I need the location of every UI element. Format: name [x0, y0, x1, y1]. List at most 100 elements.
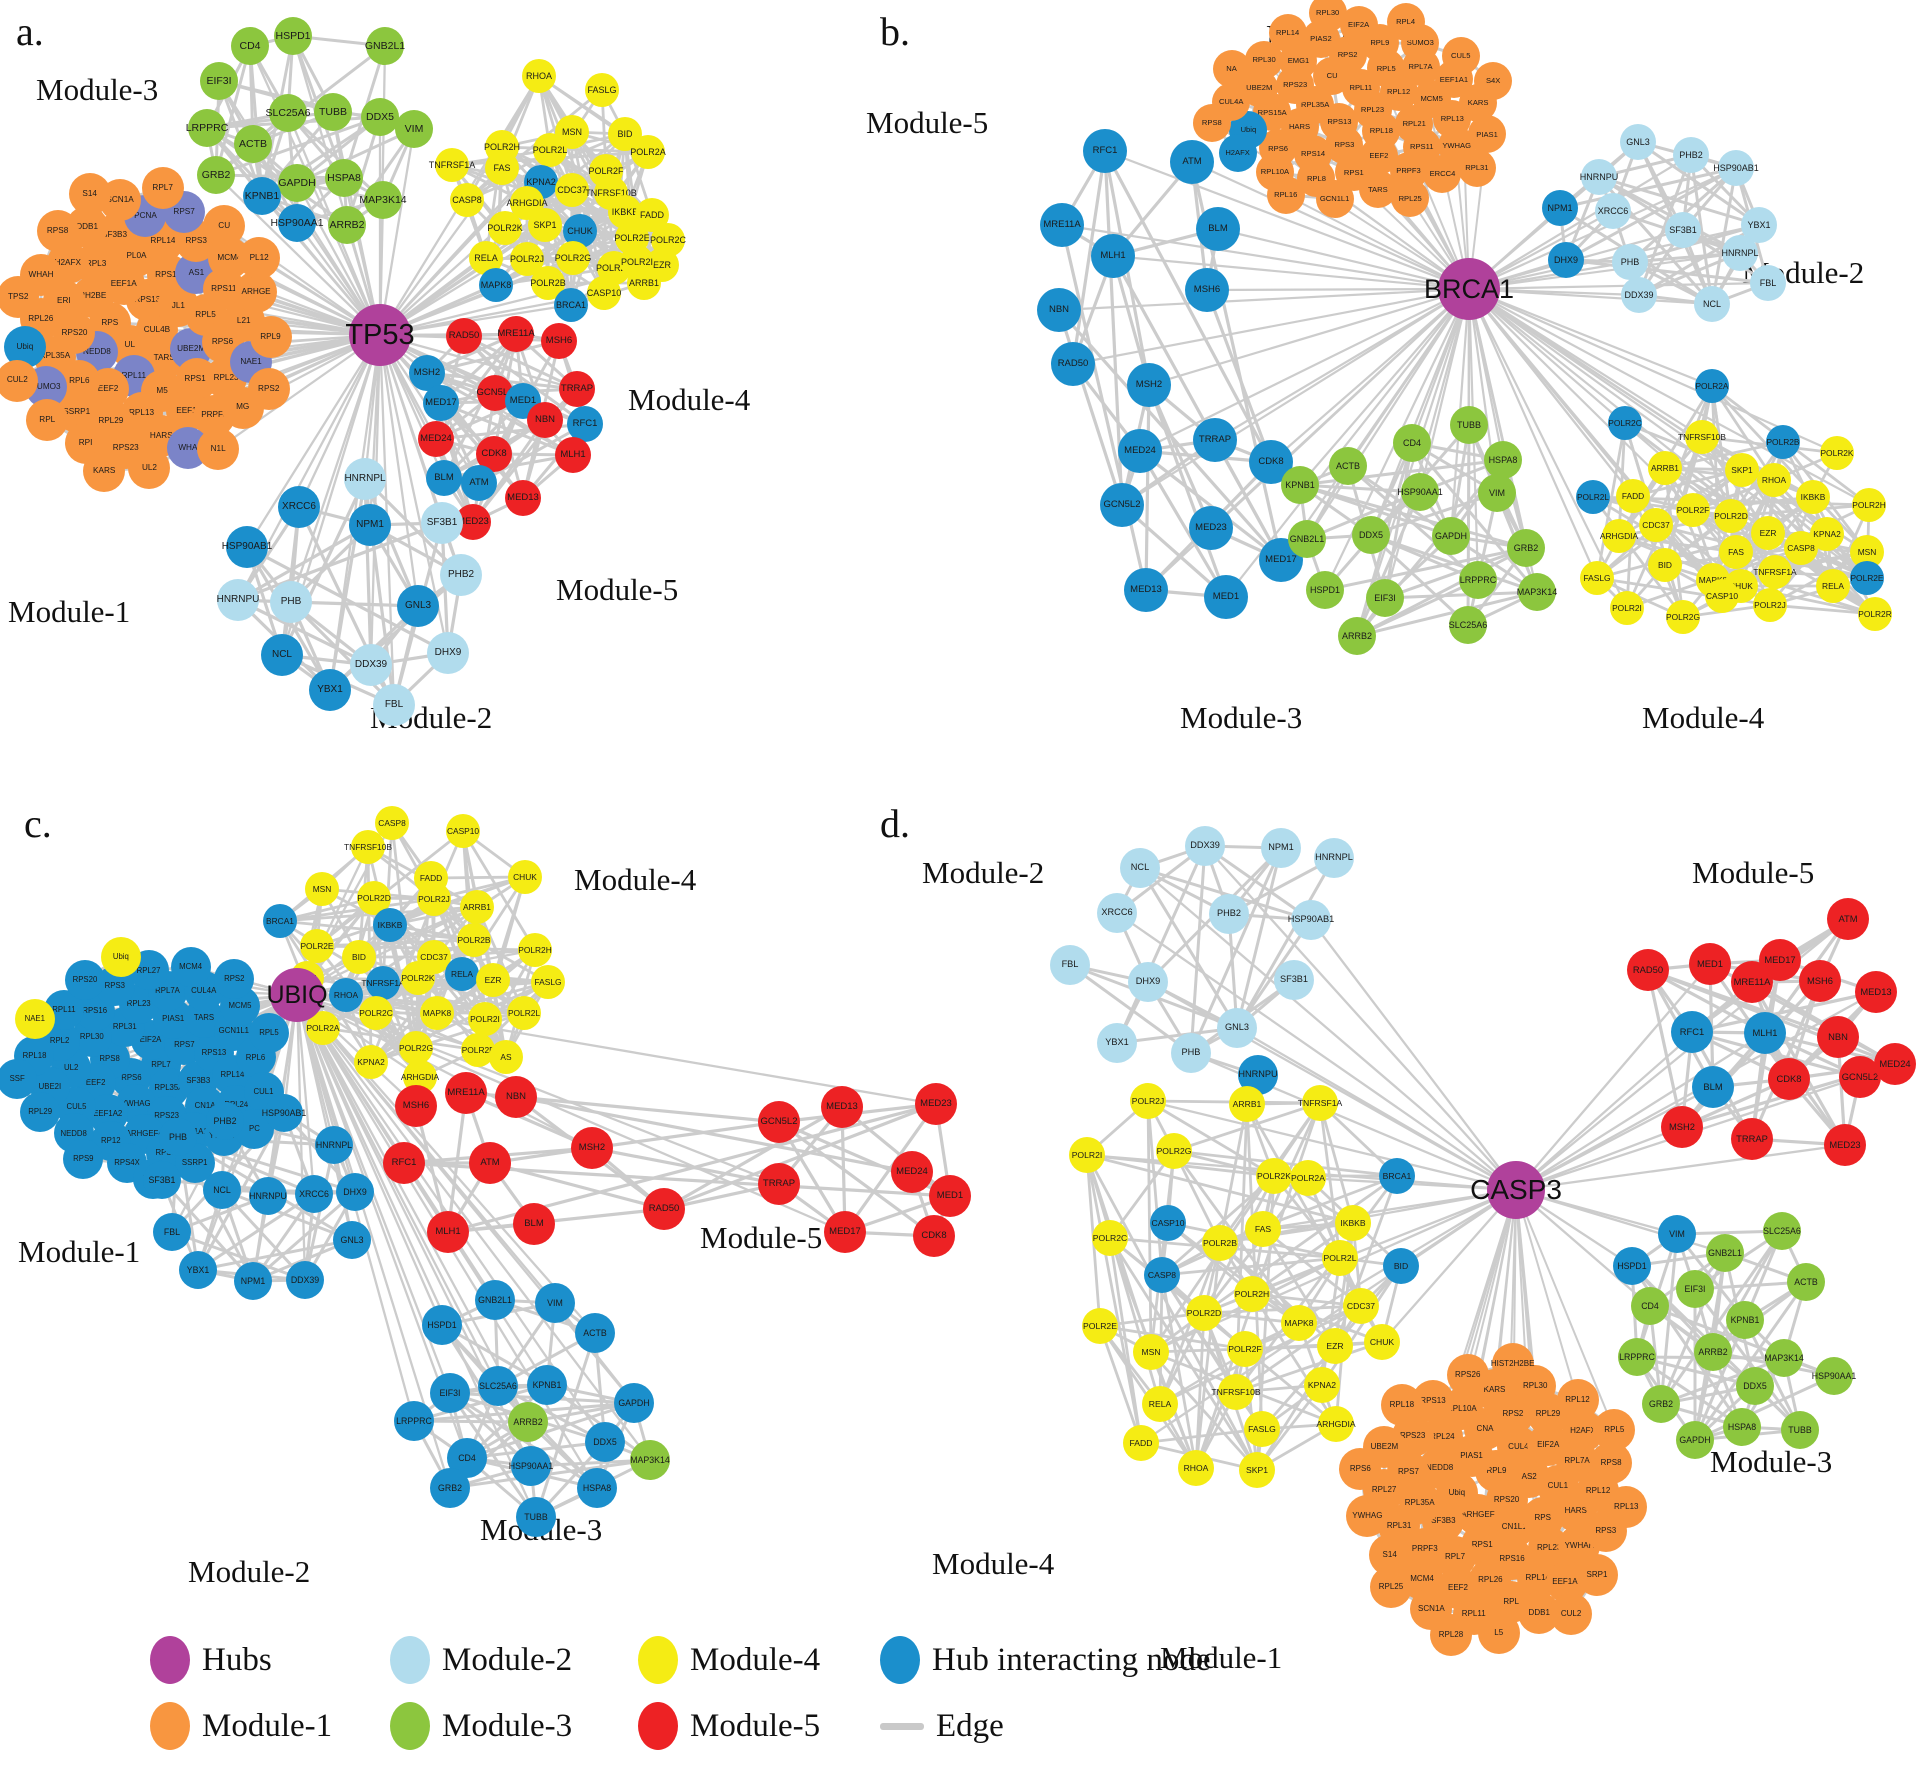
network-node-tnfrsf10b[interactable]: TNFRSF10B: [344, 830, 392, 864]
network-node-polr2g[interactable]: POLR2G: [555, 241, 591, 275]
network-node-atm[interactable]: ATM: [469, 1142, 511, 1184]
network-node-rad50[interactable]: RAD50: [1627, 949, 1669, 991]
network-node-polr2j[interactable]: POLR2J: [1130, 1083, 1166, 1119]
network-node-bid[interactable]: BID: [1648, 548, 1682, 582]
network-node-hsp90aa1[interactable]: HSP90AA1: [1397, 473, 1443, 511]
network-node-rpl16[interactable]: RPL16: [1266, 175, 1305, 214]
network-node-mlh1[interactable]: MLH1: [1744, 1012, 1786, 1054]
network-node-tnfrsf1a[interactable]: TNFRSF1A: [1753, 555, 1797, 589]
network-node-cdc37[interactable]: CDC37: [1343, 1288, 1379, 1324]
network-node-actb[interactable]: ACTB: [575, 1313, 615, 1353]
network-node-skp1[interactable]: SKP1: [1239, 1452, 1275, 1488]
network-node-cu[interactable]: CU: [203, 204, 246, 247]
network-node-casp10[interactable]: CASP10: [587, 276, 621, 310]
network-node-ddx5[interactable]: DDX5: [585, 1422, 625, 1462]
network-node-casp8[interactable]: CASP8: [1144, 1257, 1180, 1293]
network-node-ddx5[interactable]: DDX5: [361, 98, 399, 136]
network-node-polr2e[interactable]: POLR2E: [1082, 1308, 1118, 1344]
network-node-npm1[interactable]: NPM1: [1542, 190, 1578, 226]
network-node-trrap[interactable]: TRRAP: [559, 371, 595, 407]
network-node-polr2b[interactable]: POLR2B: [1766, 425, 1800, 459]
network-node-rela[interactable]: RELA: [1816, 569, 1850, 603]
network-node-rpl18[interactable]: RPL18: [1380, 1383, 1423, 1426]
network-node-hnrnpl[interactable]: HNRNPL: [344, 458, 386, 500]
network-node-kpnb1[interactable]: KPNB1: [1281, 466, 1319, 504]
network-node-ybx1[interactable]: YBX1: [309, 669, 351, 711]
network-node-msh6[interactable]: MSH6: [541, 323, 577, 359]
network-node-polr2c[interactable]: POLR2C: [1092, 1220, 1128, 1256]
network-node-rpl28[interactable]: RPL28: [1429, 1614, 1472, 1657]
network-node-med24[interactable]: MED24: [891, 1151, 933, 1193]
network-node-casp8[interactable]: CASP8: [1784, 531, 1818, 565]
network-node-na[interactable]: NA: [1212, 49, 1251, 88]
network-node-msh2[interactable]: MSH2: [571, 1127, 613, 1169]
network-node-polr2k[interactable]: POLR2K: [1256, 1158, 1292, 1194]
network-node-n1l[interactable]: N1L: [197, 427, 240, 470]
network-node-vim[interactable]: VIM: [1658, 1215, 1696, 1253]
network-node-eif3i[interactable]: EIF3I: [1366, 579, 1404, 617]
network-node-nbn[interactable]: NBN: [495, 1076, 537, 1118]
network-node-rad50[interactable]: RAD50: [1051, 342, 1095, 386]
network-node-bid[interactable]: BID: [1383, 1248, 1419, 1284]
network-node-rpl31[interactable]: RPL31: [1457, 149, 1496, 188]
network-node-fadd[interactable]: FADD: [1616, 479, 1650, 513]
network-node-ul2[interactable]: UL2: [128, 446, 171, 489]
network-node-med13[interactable]: MED13: [1124, 568, 1168, 612]
network-node-kpnb1[interactable]: KPNB1: [1726, 1301, 1764, 1339]
network-node-cdc37[interactable]: CDC37: [1639, 508, 1673, 542]
network-node-rps9[interactable]: RPS9: [63, 1139, 104, 1180]
network-node-mre11a[interactable]: MRE11A: [1731, 961, 1773, 1003]
network-node-ncl[interactable]: NCL: [203, 1171, 241, 1209]
network-node-polr2k[interactable]: POLR2K: [487, 211, 523, 245]
network-node-polr2e[interactable]: POLR2E: [1850, 561, 1884, 595]
network-node-polr2l[interactable]: POLR2L: [1322, 1240, 1358, 1276]
network-node-nbn[interactable]: NBN: [1817, 1016, 1859, 1058]
network-node-phb2[interactable]: PHB2: [1209, 894, 1249, 934]
network-node-sf3b1[interactable]: SF3B1: [1665, 212, 1701, 248]
network-node-hnrnpu[interactable]: HNRNPU: [217, 579, 259, 621]
network-node-atm[interactable]: ATM: [1170, 140, 1214, 184]
network-node-blm[interactable]: BLM: [1692, 1066, 1734, 1108]
network-node-cdk8[interactable]: CDK8: [913, 1215, 955, 1257]
network-node-map3k14[interactable]: MAP3K14: [359, 181, 407, 219]
network-node-casp10[interactable]: CASP10: [446, 814, 480, 848]
network-node-ddx39[interactable]: DDX39: [350, 644, 392, 686]
network-node-mlh1[interactable]: MLH1: [427, 1211, 469, 1253]
network-node-h2afx[interactable]: H2AFX: [1218, 133, 1257, 172]
network-node-dhx9[interactable]: DHX9: [336, 1173, 374, 1211]
network-node-ezr[interactable]: EZR: [476, 963, 510, 997]
network-node-msh2[interactable]: MSH2: [1127, 363, 1171, 407]
network-node-msh2[interactable]: MSH2: [1661, 1106, 1703, 1148]
network-node-polr2b[interactable]: POLR2B: [457, 923, 491, 957]
network-node-hnrnpl[interactable]: HNRNPL: [1314, 838, 1354, 878]
network-node-s4x[interactable]: S4X: [1474, 62, 1513, 101]
network-node-rad50[interactable]: RAD50: [643, 1188, 685, 1230]
network-node-pl12[interactable]: PL12: [238, 236, 281, 279]
network-node-rps2[interactable]: RPS2: [247, 367, 290, 410]
network-node-map3k14[interactable]: MAP3K14: [630, 1440, 670, 1480]
network-node-gnb2l1[interactable]: GNB2L1: [1288, 520, 1326, 558]
network-node-rps26[interactable]: RPS26: [1446, 1354, 1489, 1397]
network-node-blm[interactable]: BLM: [513, 1203, 555, 1245]
network-node-kars[interactable]: KARS: [83, 449, 126, 492]
network-node-npm1[interactable]: NPM1: [1261, 828, 1301, 868]
network-node-arrb1[interactable]: ARRB1: [1229, 1086, 1265, 1122]
network-node-ddx39[interactable]: DDX39: [1621, 277, 1657, 313]
network-node-mapk8[interactable]: MAPK8: [479, 268, 513, 302]
network-node-mlh1[interactable]: MLH1: [555, 437, 591, 473]
network-node-rpl[interactable]: RPL: [26, 399, 69, 442]
network-node-med24[interactable]: MED24: [1874, 1043, 1916, 1085]
network-node-tubb[interactable]: TUBB: [516, 1497, 556, 1537]
network-node-hspd1[interactable]: HSPD1: [1306, 571, 1344, 609]
network-node-med17[interactable]: MED17: [824, 1211, 866, 1253]
network-node-polr2d[interactable]: POLR2D: [1186, 1295, 1222, 1331]
network-node-rps20[interactable]: RPS20: [64, 959, 105, 1000]
network-node-brca1[interactable]: BRCA1: [1379, 1158, 1415, 1194]
network-node-nae1[interactable]: NAE1: [14, 999, 55, 1040]
network-node-casp10[interactable]: CASP10: [1150, 1205, 1186, 1241]
network-node-mlh1[interactable]: MLH1: [1091, 234, 1135, 278]
network-node-mre11a[interactable]: MRE11A: [445, 1072, 487, 1114]
network-node-xrcc6[interactable]: XRCC6: [1595, 193, 1631, 229]
network-node-ddx5[interactable]: DDX5: [1736, 1367, 1774, 1405]
network-node-polr2l[interactable]: POLR2L: [507, 996, 541, 1030]
